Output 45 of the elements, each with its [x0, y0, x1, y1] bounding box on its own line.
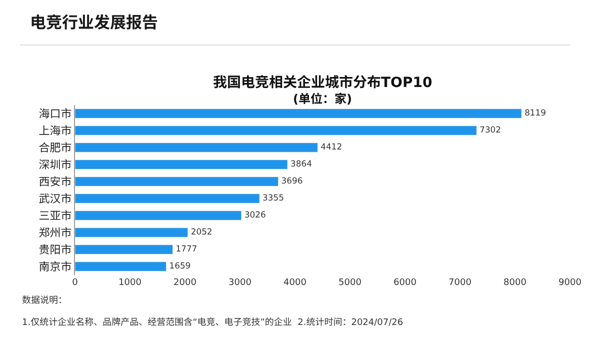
y-tick-label: 武汉市 — [38, 192, 72, 206]
text: 电竞行业发展报告 — [30, 13, 158, 32]
data-label: 7302 — [480, 124, 501, 134]
x-tick-label: 3000 — [228, 278, 252, 288]
bar — [75, 194, 260, 204]
x-tick-label: 6000 — [394, 278, 417, 288]
y-tick-label: 南京市 — [38, 260, 72, 274]
x-tick-label: 5000 — [338, 278, 362, 288]
bar — [75, 228, 188, 238]
y-tick-label: 西安市 — [38, 175, 72, 188]
data-label: 3355 — [262, 192, 284, 202]
bar — [75, 210, 242, 220]
y-tick-label: 上海市 — [38, 124, 72, 138]
data-label: 3864 — [290, 158, 312, 168]
x-tick-label: 7000 — [448, 278, 472, 288]
bar — [75, 126, 477, 136]
chart-subtitle: (单位：家) — [293, 92, 352, 106]
y-tick-label: 三亚市 — [38, 209, 72, 222]
y-tick-label: 郑州市 — [38, 226, 72, 240]
data-label: 2052 — [190, 226, 212, 236]
x-tick-label: 8000 — [504, 278, 527, 288]
x-tick-label: 2000 — [174, 278, 197, 288]
data-label: 3026 — [244, 209, 266, 220]
bar — [75, 262, 166, 272]
text: 数据说明： — [22, 295, 68, 306]
chart-title: 我国电竞相关企业城市分布TOP10 — [213, 74, 432, 91]
y-tick-label: 贵阳市 — [38, 243, 72, 256]
x-tick-label: 1000 — [118, 278, 142, 288]
y-tick-label: 海口市 — [38, 107, 72, 120]
y-tick-label: 深圳市 — [38, 158, 72, 172]
text: 1.仅统计企业名称、品牌产品、经营范围含“电竞、电子竞技”的企业 2.统计时间：2024/07/26 — [22, 317, 404, 328]
data-label: 1777 — [176, 243, 198, 254]
data-label: 4412 — [320, 141, 342, 152]
bar — [75, 176, 279, 186]
x-tick-label: 0 — [72, 278, 78, 288]
bar — [75, 142, 318, 152]
y-tick-label: 合肥市 — [38, 141, 72, 154]
x-tick-label: 9000 — [558, 278, 582, 288]
data-label: 3696 — [281, 175, 303, 186]
bar — [75, 160, 288, 170]
x-tick-label: 4000 — [284, 278, 307, 288]
bar — [75, 244, 173, 254]
data-label: 8119 — [524, 107, 546, 118]
bar — [75, 108, 522, 118]
data-label: 1659 — [169, 260, 191, 270]
